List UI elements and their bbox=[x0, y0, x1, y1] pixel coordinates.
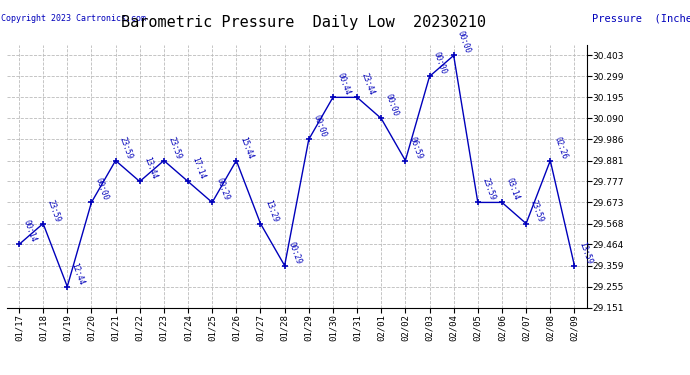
Text: 13:29: 13:29 bbox=[263, 198, 279, 223]
Text: 23:44: 23:44 bbox=[359, 72, 376, 97]
Text: 23:59: 23:59 bbox=[480, 177, 497, 202]
Text: 00:29: 00:29 bbox=[287, 240, 304, 265]
Text: 17:14: 17:14 bbox=[190, 156, 207, 181]
Text: 00:00: 00:00 bbox=[94, 177, 110, 202]
Text: 00:00: 00:00 bbox=[384, 93, 400, 118]
Text: Barometric Pressure  Daily Low  20230210: Barometric Pressure Daily Low 20230210 bbox=[121, 15, 486, 30]
Text: Copyright 2023 Cartronics.com: Copyright 2023 Cartronics.com bbox=[1, 13, 146, 22]
Text: Pressure  (Inches/Hg): Pressure (Inches/Hg) bbox=[592, 13, 690, 24]
Text: 13:44: 13:44 bbox=[142, 156, 159, 181]
Text: 00:00: 00:00 bbox=[456, 30, 473, 55]
Text: 23:59: 23:59 bbox=[529, 198, 545, 223]
Text: 15:44: 15:44 bbox=[239, 135, 255, 160]
Text: 00:29: 00:29 bbox=[215, 177, 231, 202]
Text: 00:00: 00:00 bbox=[311, 114, 328, 139]
Text: 00:44: 00:44 bbox=[335, 72, 352, 97]
Text: 00:00: 00:00 bbox=[432, 51, 448, 76]
Text: 23:59: 23:59 bbox=[166, 135, 183, 160]
Text: 23:59: 23:59 bbox=[46, 198, 62, 223]
Text: 12:44: 12:44 bbox=[70, 261, 86, 286]
Text: 06:59: 06:59 bbox=[408, 135, 424, 160]
Text: 03:14: 03:14 bbox=[504, 177, 521, 202]
Text: 02:26: 02:26 bbox=[553, 135, 569, 160]
Text: 13:59: 13:59 bbox=[577, 240, 593, 265]
Text: 23:59: 23:59 bbox=[118, 135, 135, 160]
Text: 00:14: 00:14 bbox=[21, 219, 38, 244]
